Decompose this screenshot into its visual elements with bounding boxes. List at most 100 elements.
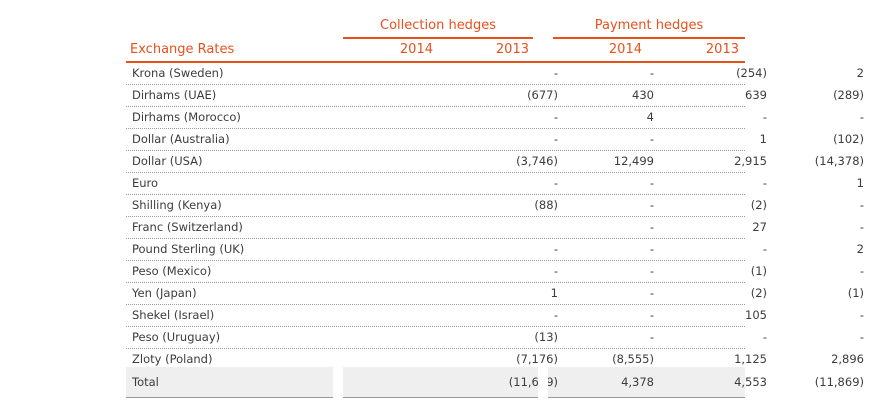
payment-2013-cell: -: [859, 220, 864, 234]
collection-2014-cell: -: [553, 66, 558, 80]
currency-label: Yen (Japan): [132, 286, 197, 300]
payment-hedges-rule: [553, 37, 745, 39]
table-row: Dirhams (UAE) (677) 430 639 (289): [126, 85, 864, 107]
exchange-rates-header: Exchange Rates: [130, 42, 235, 57]
collection-2014-cell: (13): [534, 330, 558, 344]
collection-2013-cell: (8,555): [612, 352, 654, 366]
table-row: Peso (Uruguay) (13) - - -: [126, 327, 864, 349]
collection-2014-cell: 1: [550, 286, 558, 300]
header-rule: [126, 61, 745, 63]
collection-2013-cell: -: [649, 330, 654, 344]
payment-2014-cell: 1,125: [734, 352, 767, 366]
payment-2014-cell: -: [762, 242, 767, 256]
table-row: Krona (Sweden) - - (254) 2: [126, 63, 864, 85]
payment-2014-cell: 27: [752, 220, 767, 234]
total-label: Total: [132, 375, 159, 389]
payment-2013-cell: -: [859, 330, 864, 344]
payment-2013-cell: -: [859, 264, 864, 278]
column-gap: [333, 366, 343, 398]
collection-2013-cell: -: [649, 264, 654, 278]
collection-2014-cell: -: [553, 132, 558, 146]
collection-2013-cell: -: [649, 308, 654, 322]
payment-2013-cell: -: [859, 198, 864, 212]
currency-label: Pound Sterling (UK): [132, 242, 245, 256]
currency-label: Dollar (USA): [132, 154, 203, 168]
collection-2013-header: 2013: [495, 42, 529, 57]
currency-label: Krona (Sweden): [132, 66, 224, 80]
currency-label: Dirhams (Morocco): [132, 110, 241, 124]
payment-2013-cell: (14,378): [814, 154, 864, 168]
currency-label: Dollar (Australia): [132, 132, 230, 146]
table-row: Shekel (Israel) - - 105 -: [126, 305, 864, 327]
table-row: Euro - - - 1: [126, 173, 864, 195]
currency-label: Franc (Switzerland): [132, 220, 243, 234]
currency-label: Peso (Uruguay): [132, 330, 221, 344]
table-row: Franc (Switzerland) - 27 -: [126, 217, 864, 239]
currency-label: Zloty (Poland): [132, 352, 213, 366]
payment-2014-cell: -: [762, 330, 767, 344]
payment-2014-cell: 2,915: [734, 154, 767, 168]
table-row: Dollar (Australia) - - 1 (102): [126, 129, 864, 151]
total-row: Total (11,699) 4,378 4,553 (11,869): [126, 367, 864, 398]
collection-2013-cell: -: [649, 242, 654, 256]
collection-2014-cell: (7,176): [516, 352, 558, 366]
table-row: Dollar (USA) (3,746) 12,499 2,915 (14,378): [126, 151, 864, 173]
payment-2014-cell: (1): [750, 264, 767, 278]
payment-2013-cell: 1: [856, 176, 864, 190]
payment-2013-cell: 2,896: [831, 352, 864, 366]
collection-2014-cell: (677): [527, 88, 558, 102]
payment-2013-cell: (102): [833, 132, 864, 146]
collection-2013-cell: -: [649, 66, 654, 80]
collection-2013-cell: 12,499: [613, 154, 654, 168]
collection-2014-cell: (88): [534, 198, 558, 212]
payment-2013-cell: (1): [847, 286, 864, 300]
collection-2013-cell: -: [649, 286, 654, 300]
payment-2013-cell: (289): [833, 88, 864, 102]
payment-2014-cell: (254): [736, 66, 767, 80]
payment-2013-cell: 2: [856, 66, 864, 80]
collection-2013-cell: -: [649, 220, 654, 234]
collection-hedges-rule: [343, 37, 533, 39]
collection-2013-cell: -: [649, 132, 654, 146]
payment-2014-cell: -: [762, 110, 767, 124]
column-gap: [538, 366, 548, 398]
currency-label: Peso (Mexico): [132, 264, 212, 278]
table-row: Shilling (Kenya) (88) - (2) -: [126, 195, 864, 217]
collection-2014-cell: -: [553, 308, 558, 322]
currency-label: Euro: [132, 176, 159, 190]
table-row: Pound Sterling (UK) - - - 2: [126, 239, 864, 261]
table-row: Yen (Japan) 1 - (2) (1): [126, 283, 864, 305]
currency-label: Dirhams (UAE): [132, 88, 217, 102]
total-payment-2013: (11,869): [814, 375, 864, 389]
collection-2014-cell: -: [553, 110, 558, 124]
collection-2013-cell: -: [649, 198, 654, 212]
collection-2014-cell: -: [553, 242, 558, 256]
payment-2013-cell: -: [859, 110, 864, 124]
collection-2013-cell: 430: [632, 88, 654, 102]
payment-2013-cell: -: [859, 308, 864, 322]
payment-2014-cell: (2): [750, 286, 767, 300]
currency-label: Shilling (Kenya): [132, 198, 222, 212]
payment-2014-cell: 1: [759, 132, 767, 146]
payment-2014-cell: -: [762, 176, 767, 190]
payment-2014-cell: (2): [750, 198, 767, 212]
currency-label: Shekel (Israel): [132, 308, 215, 322]
payment-2014-cell: 639: [745, 88, 767, 102]
table-row: Dirhams (Morocco) - 4 - -: [126, 107, 864, 129]
collection-2014-header: 2014: [399, 42, 433, 57]
payment-2014-header: 2014: [608, 42, 642, 57]
total-collection-2013: 4,378: [621, 375, 654, 389]
collection-2013-cell: 4: [646, 110, 654, 124]
payment-2014-cell: 105: [745, 308, 767, 322]
collection-2014-cell: -: [553, 176, 558, 190]
payment-hedges-title: Payment hedges: [594, 18, 704, 33]
collection-2014-cell: -: [553, 264, 558, 278]
collection-2013-cell: -: [649, 176, 654, 190]
payment-2013-cell: 2: [856, 242, 864, 256]
payment-2013-header: 2013: [705, 42, 739, 57]
table-row: Peso (Mexico) - - (1) -: [126, 261, 864, 283]
table-row: Zloty (Poland) (7,176) (8,555) 1,125 2,896: [126, 349, 864, 371]
collection-hedges-title: Collection hedges: [380, 18, 496, 33]
collection-2014-cell: (3,746): [516, 154, 558, 168]
total-payment-2014: 4,553: [734, 375, 767, 389]
